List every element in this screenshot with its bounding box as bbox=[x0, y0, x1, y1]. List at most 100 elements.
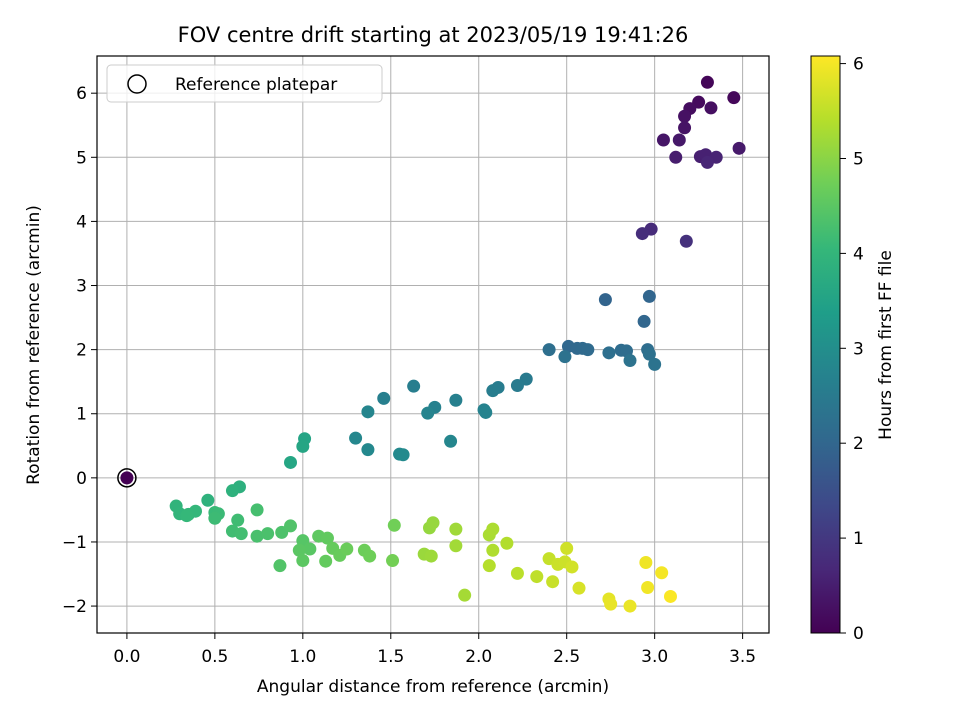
y-tick-label: 6 bbox=[76, 84, 87, 104]
data-point bbox=[180, 509, 194, 523]
data-point bbox=[642, 289, 656, 303]
data-point bbox=[700, 155, 714, 169]
data-point bbox=[635, 227, 649, 241]
x-axis-ticks: 0.0 0.5 1.0 1.5 2.0 2.5 3.0 3.5 bbox=[113, 633, 756, 667]
data-point bbox=[340, 542, 354, 556]
data-point bbox=[303, 542, 317, 556]
data-point bbox=[396, 448, 410, 462]
y-axis-label: Rotation from reference (arcmin) bbox=[24, 205, 44, 485]
data-point bbox=[656, 133, 670, 147]
x-tick-label: 0.5 bbox=[201, 647, 228, 667]
data-point bbox=[250, 529, 264, 543]
data-point bbox=[679, 234, 693, 248]
y-tick-label: 0 bbox=[76, 469, 87, 489]
colorbar-gradient bbox=[810, 55, 841, 634]
data-point bbox=[407, 379, 421, 393]
colorbar-label: Hours from first FF file bbox=[876, 250, 896, 440]
data-point bbox=[363, 549, 377, 563]
data-point bbox=[565, 560, 579, 574]
data-point bbox=[208, 511, 222, 525]
data-point bbox=[292, 543, 306, 557]
colorbar-tick-label: 0 bbox=[853, 624, 864, 644]
data-point bbox=[510, 379, 524, 393]
data-point bbox=[486, 384, 500, 398]
data-point bbox=[387, 518, 401, 532]
y-tick-label: 3 bbox=[76, 277, 87, 297]
data-point bbox=[704, 101, 718, 115]
legend-reference-icon bbox=[127, 74, 147, 94]
data-point bbox=[444, 434, 458, 448]
y-tick-label: 1 bbox=[76, 405, 87, 425]
data-point bbox=[732, 141, 746, 155]
data-point bbox=[120, 471, 134, 485]
y-tick-label: 4 bbox=[76, 212, 87, 232]
data-point bbox=[623, 599, 637, 613]
data-point bbox=[284, 455, 298, 469]
data-point bbox=[250, 503, 264, 517]
data-point bbox=[284, 519, 298, 533]
colorbar-tick-label: 3 bbox=[853, 339, 864, 359]
data-point bbox=[727, 91, 741, 105]
data-point bbox=[319, 554, 333, 568]
scatter-points bbox=[120, 75, 746, 613]
legend-box bbox=[106, 64, 383, 103]
data-point bbox=[602, 346, 616, 360]
data-point bbox=[320, 531, 334, 545]
colorbar-tick-label: 4 bbox=[853, 244, 864, 264]
data-point bbox=[581, 343, 595, 357]
y-tick-label: −2 bbox=[62, 597, 87, 617]
data-point bbox=[663, 589, 677, 603]
y-axis-ticks: −2 −1 0 1 2 3 4 5 6 bbox=[62, 84, 97, 617]
data-point bbox=[700, 75, 714, 89]
plot-frame bbox=[96, 55, 770, 634]
colorbar-tick-label: 2 bbox=[853, 434, 864, 454]
data-point bbox=[201, 493, 215, 507]
data-point bbox=[558, 350, 572, 364]
data-point bbox=[572, 581, 586, 595]
x-axis-label: Angular distance from reference (arcmin) bbox=[257, 677, 609, 697]
data-point bbox=[386, 554, 400, 568]
x-tick-label: 2.5 bbox=[553, 647, 580, 667]
data-point bbox=[655, 566, 669, 580]
y-tick-label: −1 bbox=[62, 533, 87, 553]
y-tick-label: 5 bbox=[76, 148, 87, 168]
data-point bbox=[479, 405, 493, 419]
data-point bbox=[604, 597, 618, 611]
colorbar-tick-label: 1 bbox=[853, 529, 864, 549]
data-point bbox=[449, 522, 463, 536]
colorbar-tick-label: 6 bbox=[853, 55, 864, 75]
legend: Reference platepar bbox=[106, 64, 383, 103]
colorbar: 0 1 2 3 4 5 6 Hours from first FF file bbox=[810, 55, 896, 644]
data-point bbox=[296, 439, 310, 453]
data-point bbox=[560, 541, 574, 555]
legend-entry: Reference platepar bbox=[175, 75, 337, 95]
colorbar-ticks: 0 1 2 3 4 5 6 bbox=[840, 55, 864, 644]
reference-point bbox=[117, 468, 137, 488]
reference-marker bbox=[117, 468, 137, 488]
data-point bbox=[669, 150, 683, 164]
x-tick-label: 1.0 bbox=[289, 647, 316, 667]
y-tick-label: 2 bbox=[76, 341, 87, 361]
data-point bbox=[421, 406, 435, 420]
data-point bbox=[598, 293, 612, 307]
data-point bbox=[678, 109, 692, 123]
data-point bbox=[639, 555, 653, 569]
x-tick-label: 2.0 bbox=[465, 647, 492, 667]
x-tick-label: 0.0 bbox=[113, 647, 140, 667]
data-point bbox=[424, 549, 438, 563]
data-point bbox=[449, 393, 463, 407]
data-point bbox=[648, 357, 662, 371]
data-point bbox=[642, 347, 656, 361]
data-point bbox=[349, 431, 363, 445]
data-point bbox=[482, 559, 496, 573]
chart-title: FOV centre drift starting at 2023/05/19 … bbox=[178, 23, 689, 47]
data-point bbox=[261, 527, 275, 541]
data-point bbox=[546, 575, 560, 589]
data-point bbox=[231, 513, 245, 527]
data-point bbox=[486, 522, 500, 536]
data-point bbox=[225, 484, 239, 498]
x-tick-label: 3.5 bbox=[729, 647, 756, 667]
data-point bbox=[273, 559, 287, 573]
data-point bbox=[296, 554, 310, 568]
